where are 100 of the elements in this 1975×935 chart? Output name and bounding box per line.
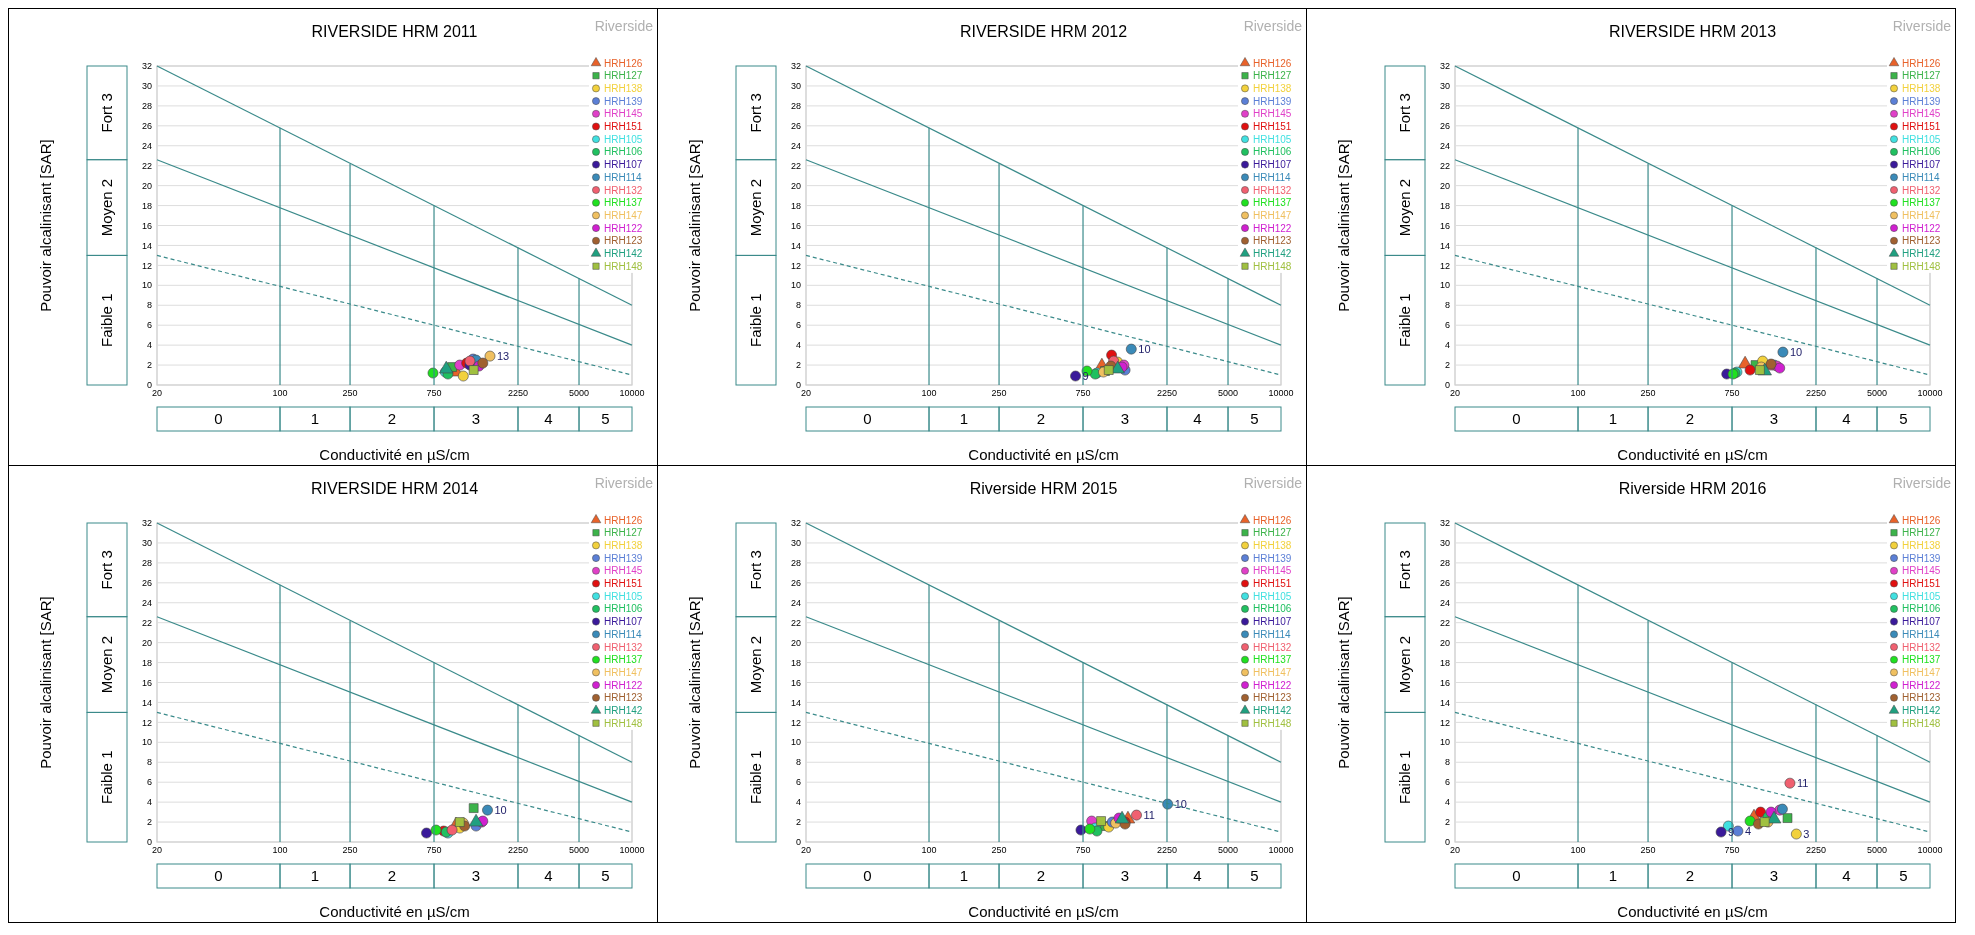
legend-label: HRH139 — [1901, 95, 1941, 107]
x-tick-label: 5000 — [1217, 844, 1238, 855]
text: 3 — [1120, 866, 1129, 884]
y-tick-label: 14 — [141, 697, 152, 708]
y-tick-label: 30 — [1439, 537, 1450, 548]
y-tick-label: 8 — [146, 299, 152, 310]
y-tick-label: 2 — [795, 359, 801, 370]
legend-label: HRH147 — [603, 666, 643, 678]
y-tick-label: 4 — [146, 339, 152, 350]
text: 2 — [1036, 409, 1045, 427]
y-tick-label: 10 — [1439, 279, 1450, 290]
chart-title: RIVERSIDE HRM 2011 — [311, 22, 478, 40]
legend-label: HRH126 — [1901, 514, 1941, 525]
y-tick-label: 22 — [1439, 617, 1450, 628]
y-tick-label: 0 — [146, 836, 152, 847]
x-tick-label: 750 — [1724, 387, 1740, 398]
legend-label: HRH122 — [603, 679, 643, 691]
legend-label: HRH137 — [1252, 196, 1292, 208]
y-tick-label: 16 — [790, 220, 801, 231]
legend-label: HRH148 — [1252, 260, 1292, 272]
y-tick-label: 8 — [1444, 299, 1450, 310]
text: 3 — [1769, 409, 1778, 427]
x-tick-label: 250 — [991, 387, 1007, 398]
legend-label: HRH123 — [1901, 691, 1941, 703]
legend-label: HRH139 — [1252, 95, 1292, 107]
text: Moyen 2 — [746, 635, 764, 693]
y-tick-label: 28 — [141, 557, 152, 568]
y-tick-label: 16 — [1439, 220, 1450, 231]
y-tick-label: 24 — [790, 597, 801, 608]
x-axis-title: Conductivité en µS/cm — [1616, 445, 1768, 463]
annotation: 3 — [1802, 827, 1809, 840]
legend-label: HRH138 — [1252, 539, 1292, 551]
y-tick-label: 2 — [146, 816, 152, 827]
legend-label: HRH107 — [1252, 615, 1292, 627]
legend-label: HRH151 — [1901, 577, 1941, 589]
y-tick-label: 20 — [1439, 180, 1450, 191]
y-tick-label: 32 — [141, 60, 152, 71]
annotation: 10 — [494, 803, 507, 816]
text: 0 — [1511, 866, 1521, 884]
text: 1 — [1608, 409, 1617, 427]
x-tick-label: 2250 — [1805, 844, 1826, 855]
text: Moyen 2 — [1395, 635, 1413, 693]
legend-label: HRH139 — [603, 552, 643, 564]
y-tick-label: 18 — [141, 200, 152, 211]
x-tick-label: 100 — [921, 387, 937, 398]
y-tick-label: 16 — [1439, 677, 1450, 688]
text: 2 — [1685, 866, 1694, 884]
y-tick-label: 30 — [790, 80, 801, 91]
x-tick-label: 750 — [426, 387, 442, 398]
text: 5 — [600, 409, 610, 427]
y-tick-label: 28 — [1439, 557, 1450, 568]
legend-label: HRH137 — [1901, 196, 1941, 208]
legend-label: HRH138 — [603, 539, 643, 551]
legend-label: HRH105 — [1252, 133, 1292, 145]
y-tick-label: 26 — [1439, 120, 1450, 131]
y-axis-title: Pouvoir alcalinisant [SAR] — [36, 138, 54, 312]
chart-subtitle: Riverside — [594, 474, 653, 491]
annotation: 11 — [1796, 776, 1808, 789]
y-axis-title: Pouvoir alcalinisant [SAR] — [1334, 595, 1352, 769]
x-tick-label: 100 — [921, 844, 937, 855]
text: Fort 3 — [746, 549, 764, 589]
text: 0 — [213, 866, 223, 884]
legend-label: HRH105 — [1252, 590, 1292, 602]
x-axis-title: Conductivité en µS/cm — [967, 902, 1119, 920]
legend-label: HRH107 — [1252, 158, 1292, 170]
legend-label: HRH147 — [1252, 666, 1292, 678]
chart-subtitle: Riverside — [1892, 17, 1951, 34]
text: 0 — [213, 409, 223, 427]
y-tick-label: 22 — [790, 160, 801, 171]
text: 4 — [543, 409, 553, 427]
y-tick-label: 14 — [1439, 240, 1450, 251]
legend-label: HRH145 — [1901, 107, 1941, 119]
text: 4 — [543, 866, 553, 884]
legend-label: HRH106 — [1901, 602, 1941, 614]
y-tick-label: 18 — [790, 200, 801, 211]
legend-label: HRH145 — [603, 564, 643, 576]
legend-label: HRH145 — [1252, 107, 1292, 119]
legend-label: HRH105 — [603, 133, 643, 145]
y-tick-label: 6 — [795, 319, 801, 330]
x-tick-label: 2250 — [1156, 387, 1177, 398]
text: Fort 3 — [97, 549, 115, 589]
legend-label: HRH148 — [603, 260, 643, 272]
legend-label: HRH138 — [1901, 82, 1941, 94]
text: 5 — [1249, 409, 1259, 427]
y-tick-label: 22 — [1439, 160, 1450, 171]
legend-label: HRH132 — [1901, 641, 1941, 652]
x-tick-label: 5000 — [1866, 387, 1887, 398]
x-tick-label: 2250 — [507, 387, 528, 398]
x-tick-label: 5000 — [1217, 387, 1238, 398]
legend-label: HRH127 — [1901, 526, 1941, 538]
legend-label: HRH123 — [1901, 234, 1941, 246]
y-tick-label: 0 — [1444, 836, 1450, 847]
y-tick-label: 32 — [1439, 60, 1450, 71]
text: 5 — [1898, 866, 1908, 884]
y-tick-label: 6 — [146, 319, 152, 330]
x-tick-label: 100 — [1570, 387, 1586, 398]
x-tick-label: 2250 — [507, 844, 528, 855]
text: Moyen 2 — [97, 178, 115, 236]
legend-label: HRH114 — [1252, 628, 1291, 640]
legend-label: HRH114 — [1252, 171, 1291, 183]
